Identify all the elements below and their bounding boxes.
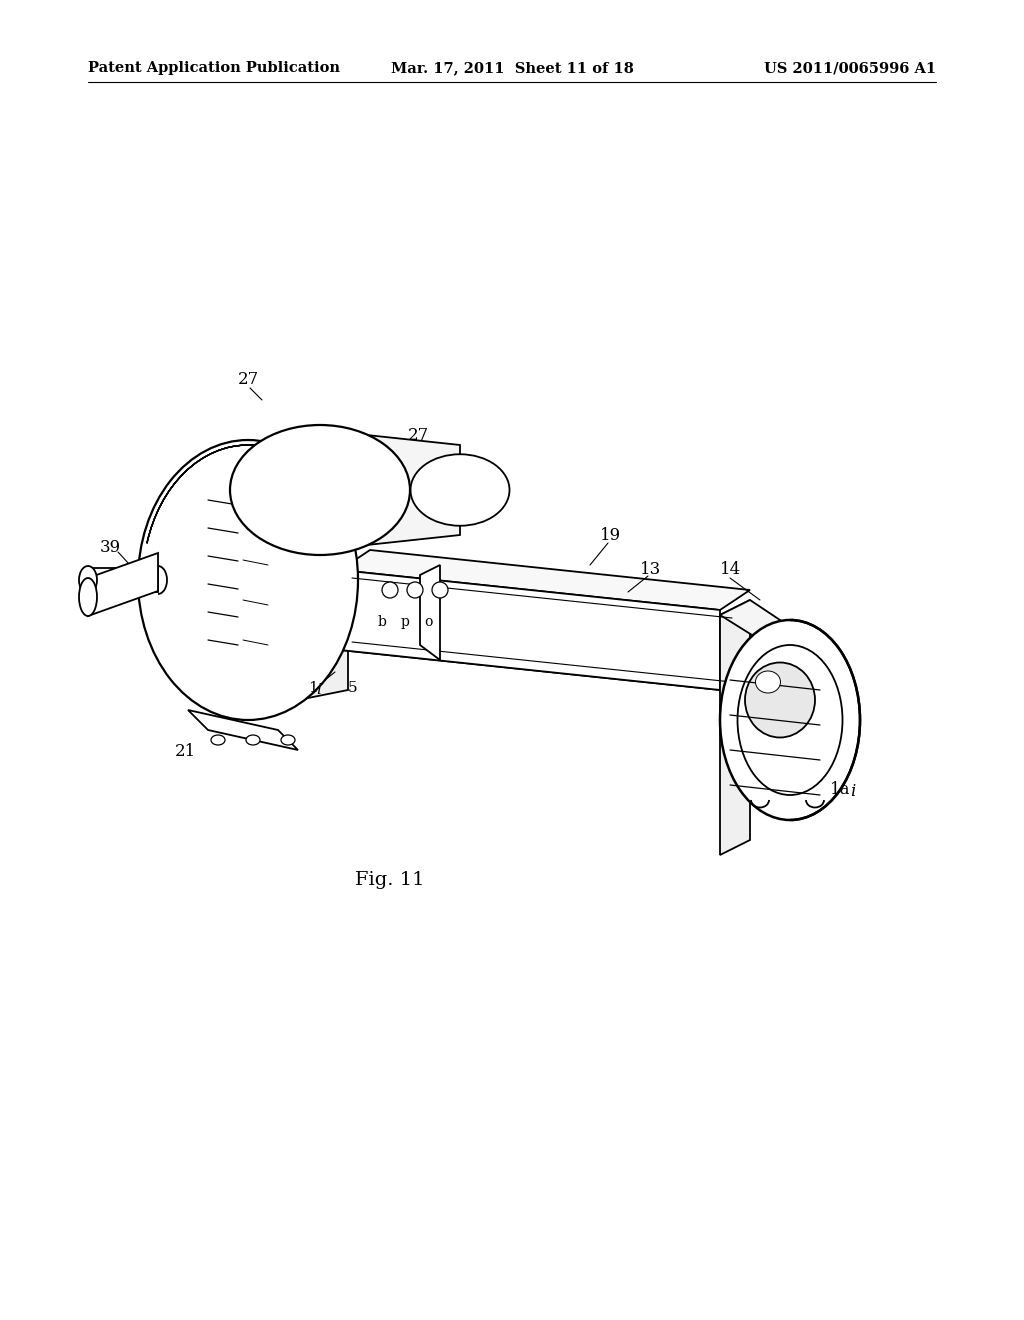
Polygon shape	[88, 568, 158, 591]
Text: 19: 19	[600, 527, 622, 544]
Ellipse shape	[246, 735, 260, 744]
Polygon shape	[420, 565, 440, 660]
Ellipse shape	[756, 671, 780, 693]
Polygon shape	[720, 601, 795, 640]
Polygon shape	[340, 550, 750, 610]
Text: Mar. 17, 2011  Sheet 11 of 18: Mar. 17, 2011 Sheet 11 of 18	[390, 61, 634, 75]
Text: 27: 27	[408, 426, 429, 444]
Text: 14: 14	[720, 561, 741, 578]
Ellipse shape	[411, 454, 510, 525]
Text: i: i	[850, 784, 855, 800]
Ellipse shape	[737, 645, 843, 795]
Ellipse shape	[720, 620, 860, 820]
Text: 27: 27	[238, 371, 259, 388]
Polygon shape	[720, 601, 750, 855]
Polygon shape	[248, 450, 348, 710]
Ellipse shape	[79, 566, 97, 594]
Polygon shape	[88, 553, 158, 616]
Text: 5: 5	[348, 681, 357, 696]
Text: 21: 21	[175, 743, 197, 760]
Ellipse shape	[407, 582, 423, 598]
Text: 1a: 1a	[830, 781, 851, 799]
Text: i: i	[316, 682, 321, 697]
Text: 39: 39	[100, 540, 121, 557]
Polygon shape	[340, 570, 720, 690]
Text: b: b	[378, 615, 387, 630]
Polygon shape	[243, 445, 268, 715]
Ellipse shape	[79, 578, 97, 616]
Ellipse shape	[281, 735, 295, 744]
Ellipse shape	[382, 582, 398, 598]
Text: p: p	[401, 615, 410, 630]
Polygon shape	[319, 430, 460, 550]
Text: Fig. 11: Fig. 11	[355, 871, 425, 888]
Ellipse shape	[138, 440, 358, 719]
Text: Patent Application Publication: Patent Application Publication	[88, 61, 340, 75]
Polygon shape	[188, 710, 298, 750]
Ellipse shape	[432, 582, 449, 598]
Ellipse shape	[745, 663, 815, 738]
Text: 1: 1	[308, 681, 317, 696]
Text: o: o	[424, 615, 432, 630]
Text: US 2011/0065996 A1: US 2011/0065996 A1	[764, 61, 936, 75]
Ellipse shape	[211, 735, 225, 744]
Text: 13: 13	[640, 561, 662, 578]
Polygon shape	[340, 630, 750, 690]
Ellipse shape	[230, 425, 410, 554]
